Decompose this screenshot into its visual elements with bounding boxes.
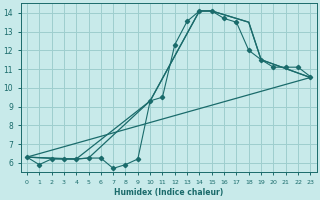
X-axis label: Humidex (Indice chaleur): Humidex (Indice chaleur) [114,188,223,197]
